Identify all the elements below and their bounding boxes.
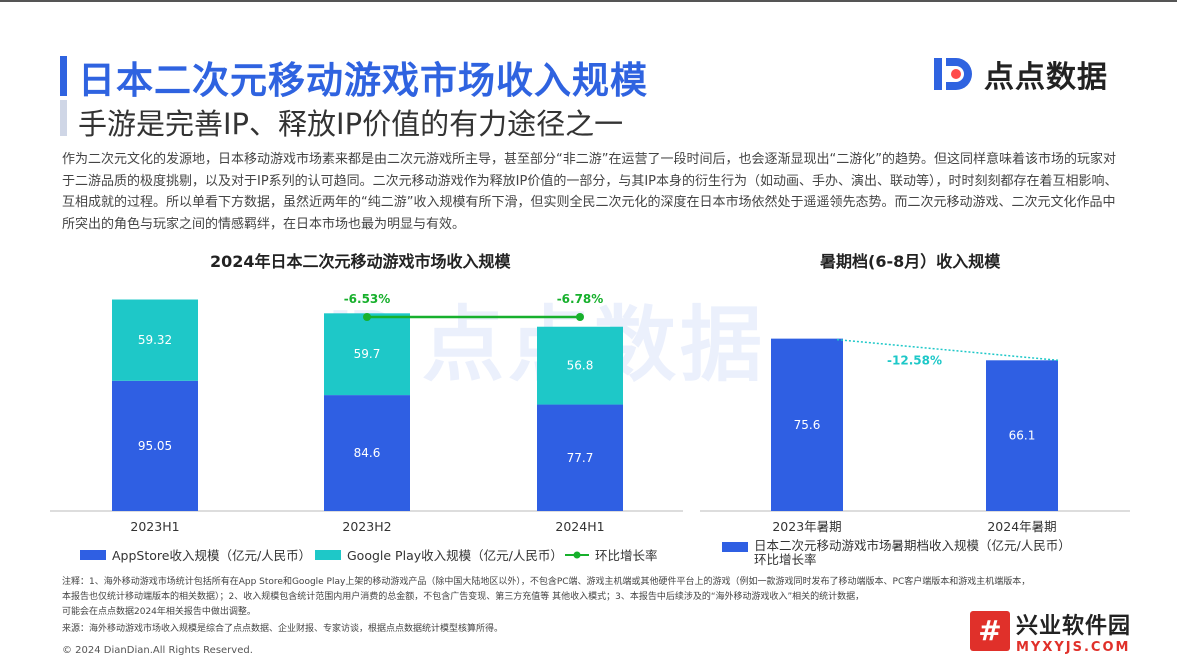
page-subtitle: 手游是完善IP、释放IP价值的有力途径之一 xyxy=(78,107,624,141)
data-label-googleplay-2023H1: 59.32 xyxy=(138,333,172,347)
top-border xyxy=(0,0,1177,2)
title-accent-bar xyxy=(60,56,67,96)
legend-label-growth: 环比增长率 xyxy=(595,548,658,563)
data-label-summer-2023年暑期: 75.6 xyxy=(794,418,821,432)
legend-label-summer-growth: 环比增长率 xyxy=(754,552,817,567)
logo-text: 点点数据 xyxy=(984,60,1108,95)
growth-point-2024H1 xyxy=(576,313,584,321)
legend-googleplay: Google Play收入规模（亿元/人民币） xyxy=(315,545,563,564)
right-chart-title: 暑期档(6-8月）收入规模 xyxy=(820,252,1001,271)
x-tick-label-2023H2: 2023H2 xyxy=(342,519,391,534)
bar-googleplay-2024H1 xyxy=(537,326,623,405)
summer-growth-label: -12.58% xyxy=(887,353,942,367)
legend-summer: 日本二次元移动游戏市场暑期档收入规模（亿元/人民币） 环比增长率 xyxy=(722,539,1071,567)
x-tick-label-2024年暑期: 2024年暑期 xyxy=(987,519,1056,534)
summer-growth-line xyxy=(836,338,1059,362)
data-label-googleplay-2023H2: 59.7 xyxy=(354,347,381,361)
data-label-summer-2024年暑期: 66.1 xyxy=(1009,429,1036,443)
bar-summer-2023年暑期 xyxy=(771,338,843,511)
legend-growth-line-icon xyxy=(565,551,589,558)
data-label-googleplay-2024H1: 56.8 xyxy=(567,359,594,373)
page-title: 日本二次元移动游戏市场收入规模 xyxy=(78,59,648,102)
x-tick-label-2024H1: 2024H1 xyxy=(555,519,604,534)
note-line-2: 本报告也仅统计移动端版本的相关数据）；2、收入规模包含统计范围内用户消费的总金额… xyxy=(62,592,865,602)
bar-appstore-2023H2 xyxy=(324,395,410,511)
source-line: 来源：海外移动游戏市场收入规模是综合了点点数据、企业财报、专家访谈，根据点点数据… xyxy=(62,624,504,634)
site-watermark-name: 兴业软件园 xyxy=(1016,613,1132,639)
bar-appstore-2023H1 xyxy=(112,380,198,511)
x-tick-label-2023年暑期: 2023年暑期 xyxy=(772,519,841,534)
bar-summer-2024年暑期 xyxy=(986,360,1058,511)
bar-googleplay-2023H2 xyxy=(324,313,410,396)
growth-label-2023H2: -6.53% xyxy=(344,292,391,306)
legend-label-summer: 日本二次元移动游戏市场暑期档收入规模（亿元/人民币） xyxy=(754,538,1071,553)
data-label-appstore-2023H2: 84.6 xyxy=(354,446,381,460)
growth-point-2023H2 xyxy=(363,313,371,321)
site-watermark-url: MYXYJS.COM xyxy=(1016,639,1131,655)
legend-growth: 环比增长率 xyxy=(565,545,658,564)
note-line-1: 注释：1、海外移动游戏市场统计包括所有在App Store和Google Pla… xyxy=(62,577,1031,587)
legend-swatch-googleplay xyxy=(315,549,341,560)
dd-logo-icon xyxy=(934,58,972,90)
x-tick-label-2023H1: 2023H1 xyxy=(130,519,179,534)
growth-label-2024H1: -6.78% xyxy=(557,292,604,306)
bar-appstore-2024H1 xyxy=(537,404,623,511)
left-chart-title: 2024年日本二次元移动游戏市场收入规模 xyxy=(210,252,511,271)
footnotes: 注释：1、海外移动游戏市场统计包括所有在App Store和Google Pla… xyxy=(62,575,1130,637)
data-label-appstore-2023H1: 95.05 xyxy=(138,439,172,453)
intro-paragraph: 作为二次元文化的发源地，日本移动游戏市场素来都是由二次元游戏所主导，甚至部分“非… xyxy=(62,152,1118,232)
legend-appstore: AppStore收入规模（亿元/人民币） xyxy=(80,545,311,564)
brand-logo: 点点数据 xyxy=(932,52,1108,96)
copyright: © 2024 DianDian.All Rights Reserved. xyxy=(62,645,253,656)
legend-swatch-appstore xyxy=(80,549,106,560)
subtitle-accent-bar xyxy=(60,100,67,136)
bar-googleplay-2023H1 xyxy=(112,299,198,381)
note-line-3: 可能会在点点数据2024年相关报告中做出调整。 xyxy=(62,607,256,617)
site-watermark-icon: # xyxy=(970,611,1010,651)
legend-swatch-summer xyxy=(722,542,748,552)
legend-label-googleplay: Google Play收入规模（亿元/人民币） xyxy=(347,548,563,563)
legend-label-appstore: AppStore收入规模（亿元/人民币） xyxy=(112,548,312,563)
data-label-appstore-2024H1: 77.7 xyxy=(567,451,594,465)
site-watermark: # 兴业软件园 MYXYJS.COM xyxy=(970,605,1170,657)
